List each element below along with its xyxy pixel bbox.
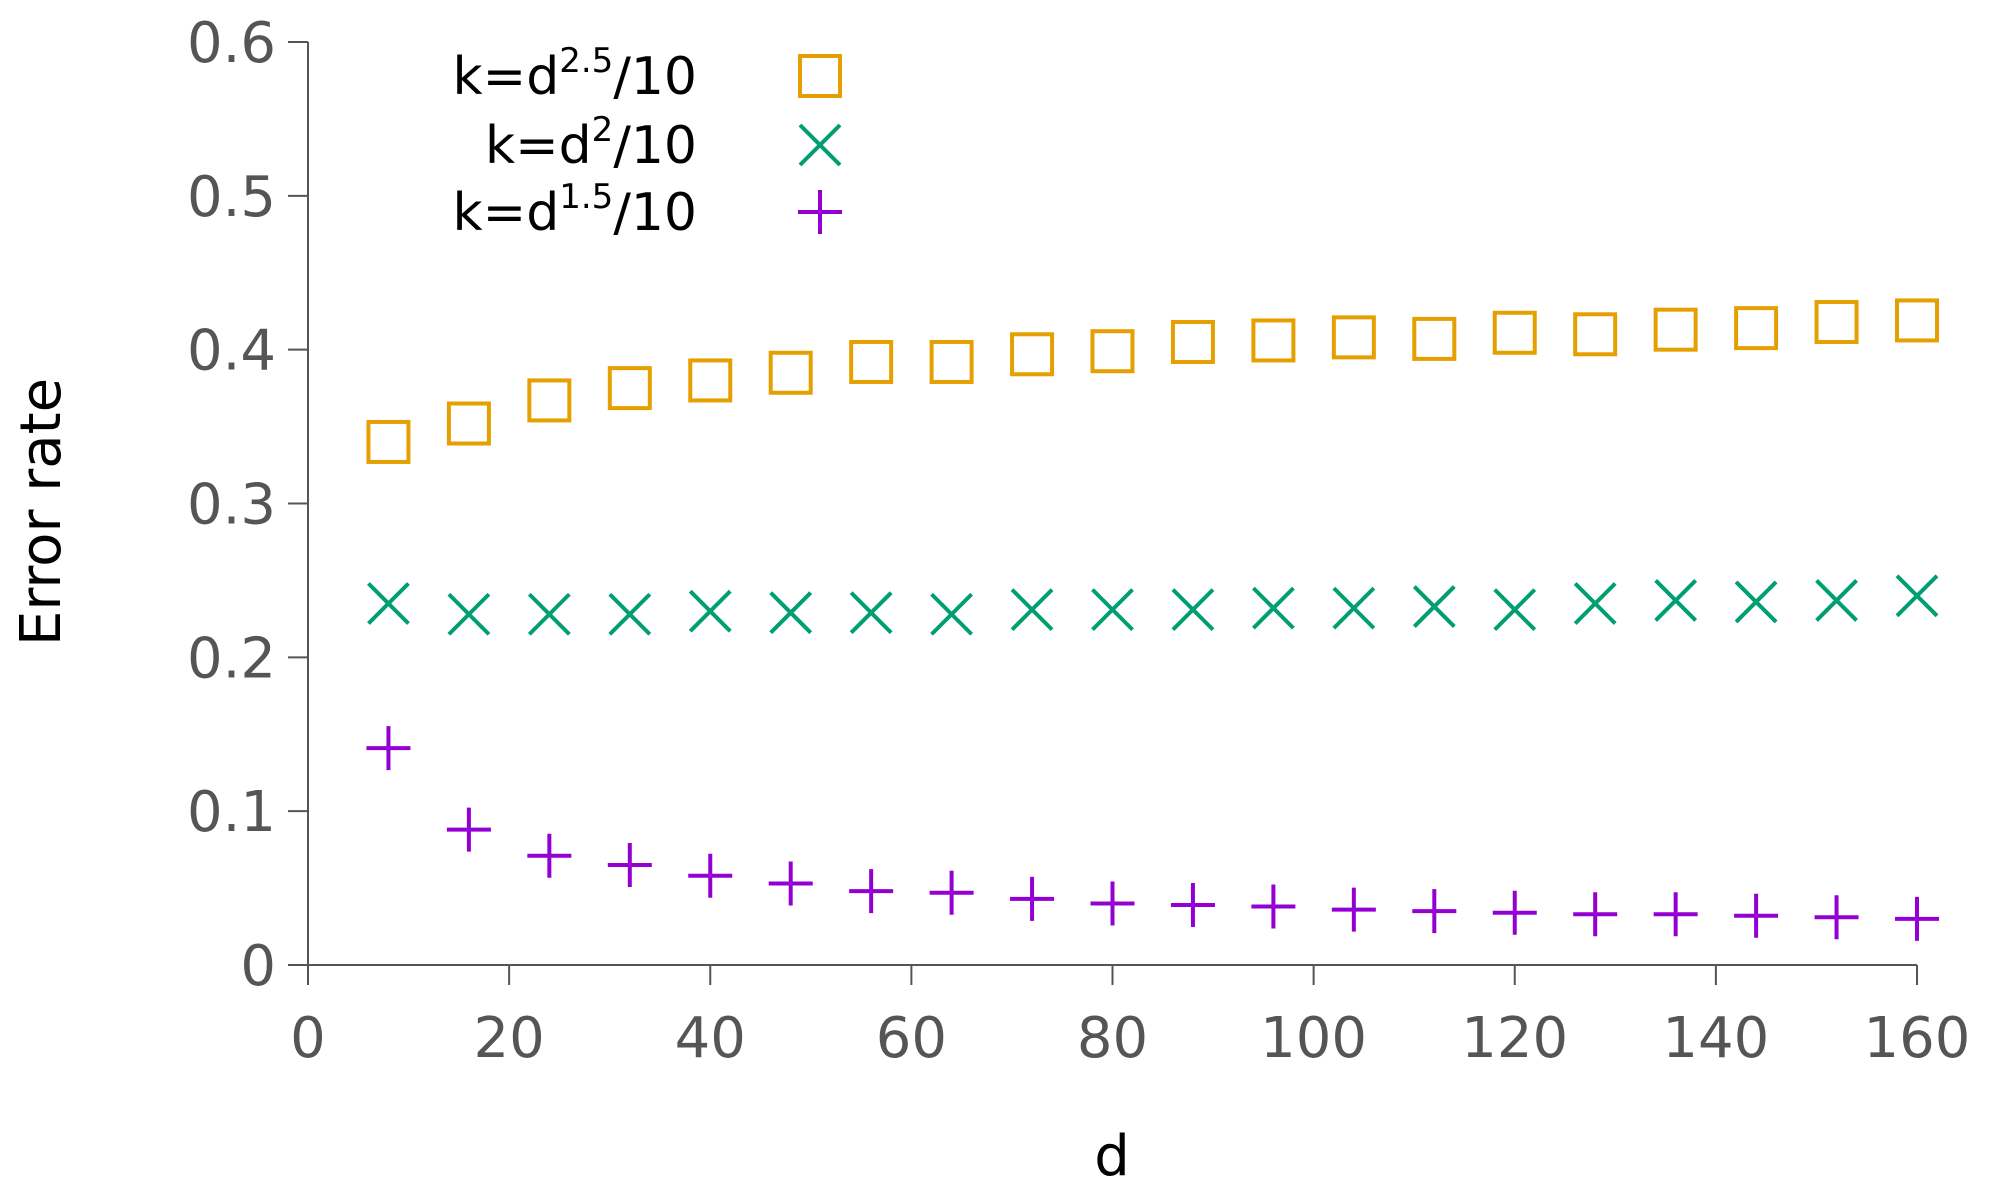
data-point [1251, 884, 1296, 929]
data-point [1170, 883, 1215, 928]
data-point [849, 591, 893, 635]
series-square [366, 298, 1939, 464]
data-point [1332, 586, 1376, 630]
data-point [1814, 299, 1859, 344]
data-point [366, 419, 411, 464]
data-point [1895, 574, 1939, 618]
x-tick-label: 60 [876, 1006, 947, 1071]
x-axis-ticks: 0 20 40 60 80 100 120 140 160 [290, 965, 1970, 1071]
legend: k=d2.5/10k=d2/10k=d1.5/10 [453, 41, 842, 243]
data-point [527, 592, 571, 636]
data-point [1170, 319, 1215, 364]
data-point [1251, 586, 1295, 630]
data-point [1091, 588, 1134, 632]
data-point [1493, 588, 1537, 632]
data-point [1090, 881, 1135, 926]
data-point [1734, 580, 1778, 624]
data-point [1090, 329, 1135, 374]
y-tick-label: 0 [240, 934, 276, 999]
data-point [768, 861, 813, 906]
y-tick-label: 0.1 [187, 780, 276, 845]
data-point [1412, 585, 1456, 628]
data-point [1815, 579, 1858, 622]
legend-label: k=d1.5/10 [453, 177, 697, 243]
data-point [446, 401, 491, 446]
x-tick-label: 100 [1260, 1006, 1367, 1071]
y-tick-label: 0.4 [187, 319, 276, 384]
data-point [930, 592, 974, 636]
data-point [1492, 890, 1537, 935]
data-point [1895, 298, 1939, 343]
data-point [607, 366, 652, 411]
data-point [1010, 588, 1054, 632]
data-point [769, 591, 813, 635]
x-tick-label: 80 [1077, 1006, 1148, 1071]
x-tick-label: 20 [473, 1006, 544, 1071]
data-point [1573, 312, 1618, 357]
data-point [1895, 896, 1939, 941]
data-point [768, 350, 813, 395]
data-point [1010, 876, 1055, 921]
data-point [1814, 895, 1859, 940]
data-point [1734, 306, 1779, 351]
legend-marker [798, 54, 842, 98]
data-point [929, 870, 974, 915]
data-points [366, 298, 1939, 941]
x-tick-label: 160 [1864, 1006, 1971, 1071]
legend-marker [798, 123, 842, 167]
data-point [367, 582, 410, 625]
data-point [849, 339, 894, 384]
data-point [929, 339, 974, 384]
y-axis-label: Error rate [9, 378, 74, 646]
data-point [447, 592, 491, 636]
data-point [1573, 892, 1618, 937]
data-point [527, 378, 572, 423]
x-tick-label: 140 [1662, 1006, 1769, 1071]
data-point [1331, 887, 1376, 932]
data-point [1653, 892, 1698, 937]
data-point [446, 807, 491, 852]
data-point [1412, 889, 1457, 934]
data-point [688, 589, 732, 633]
data-point [608, 592, 652, 636]
y-tick-label: 0.5 [187, 165, 276, 230]
x-tick-label: 120 [1461, 1006, 1568, 1071]
legend-label: k=d2.5/10 [453, 41, 697, 107]
series-x [367, 574, 1939, 636]
y-tick-label: 0.2 [187, 626, 276, 691]
data-point [1492, 310, 1537, 355]
data-point [688, 853, 733, 898]
data-point [1331, 315, 1376, 360]
x-tick-label: 0 [290, 1006, 326, 1071]
data-point [688, 358, 733, 403]
data-point [1734, 893, 1779, 938]
data-point [1251, 318, 1296, 363]
y-tick-label: 0.6 [187, 11, 276, 76]
data-point [849, 869, 894, 914]
data-point [607, 843, 652, 888]
legend-marker [798, 190, 842, 234]
axes [307, 42, 1917, 966]
data-point [1010, 332, 1055, 377]
data-point [1653, 307, 1698, 352]
legend-label: k=d2/10 [485, 110, 697, 176]
x-axis-label: d [1094, 1124, 1130, 1189]
series-plus [366, 726, 1939, 941]
y-tick-label: 0.3 [187, 473, 276, 538]
x-tick-label: 40 [675, 1006, 746, 1071]
data-point [1171, 588, 1215, 632]
data-point [527, 833, 572, 878]
data-point [366, 726, 411, 771]
data-point [1573, 582, 1617, 625]
data-point [1412, 316, 1457, 361]
y-axis-ticks: 0 0.1 0.2 0.3 0.4 0.5 0.6 [187, 11, 308, 999]
data-point [1654, 579, 1698, 622]
